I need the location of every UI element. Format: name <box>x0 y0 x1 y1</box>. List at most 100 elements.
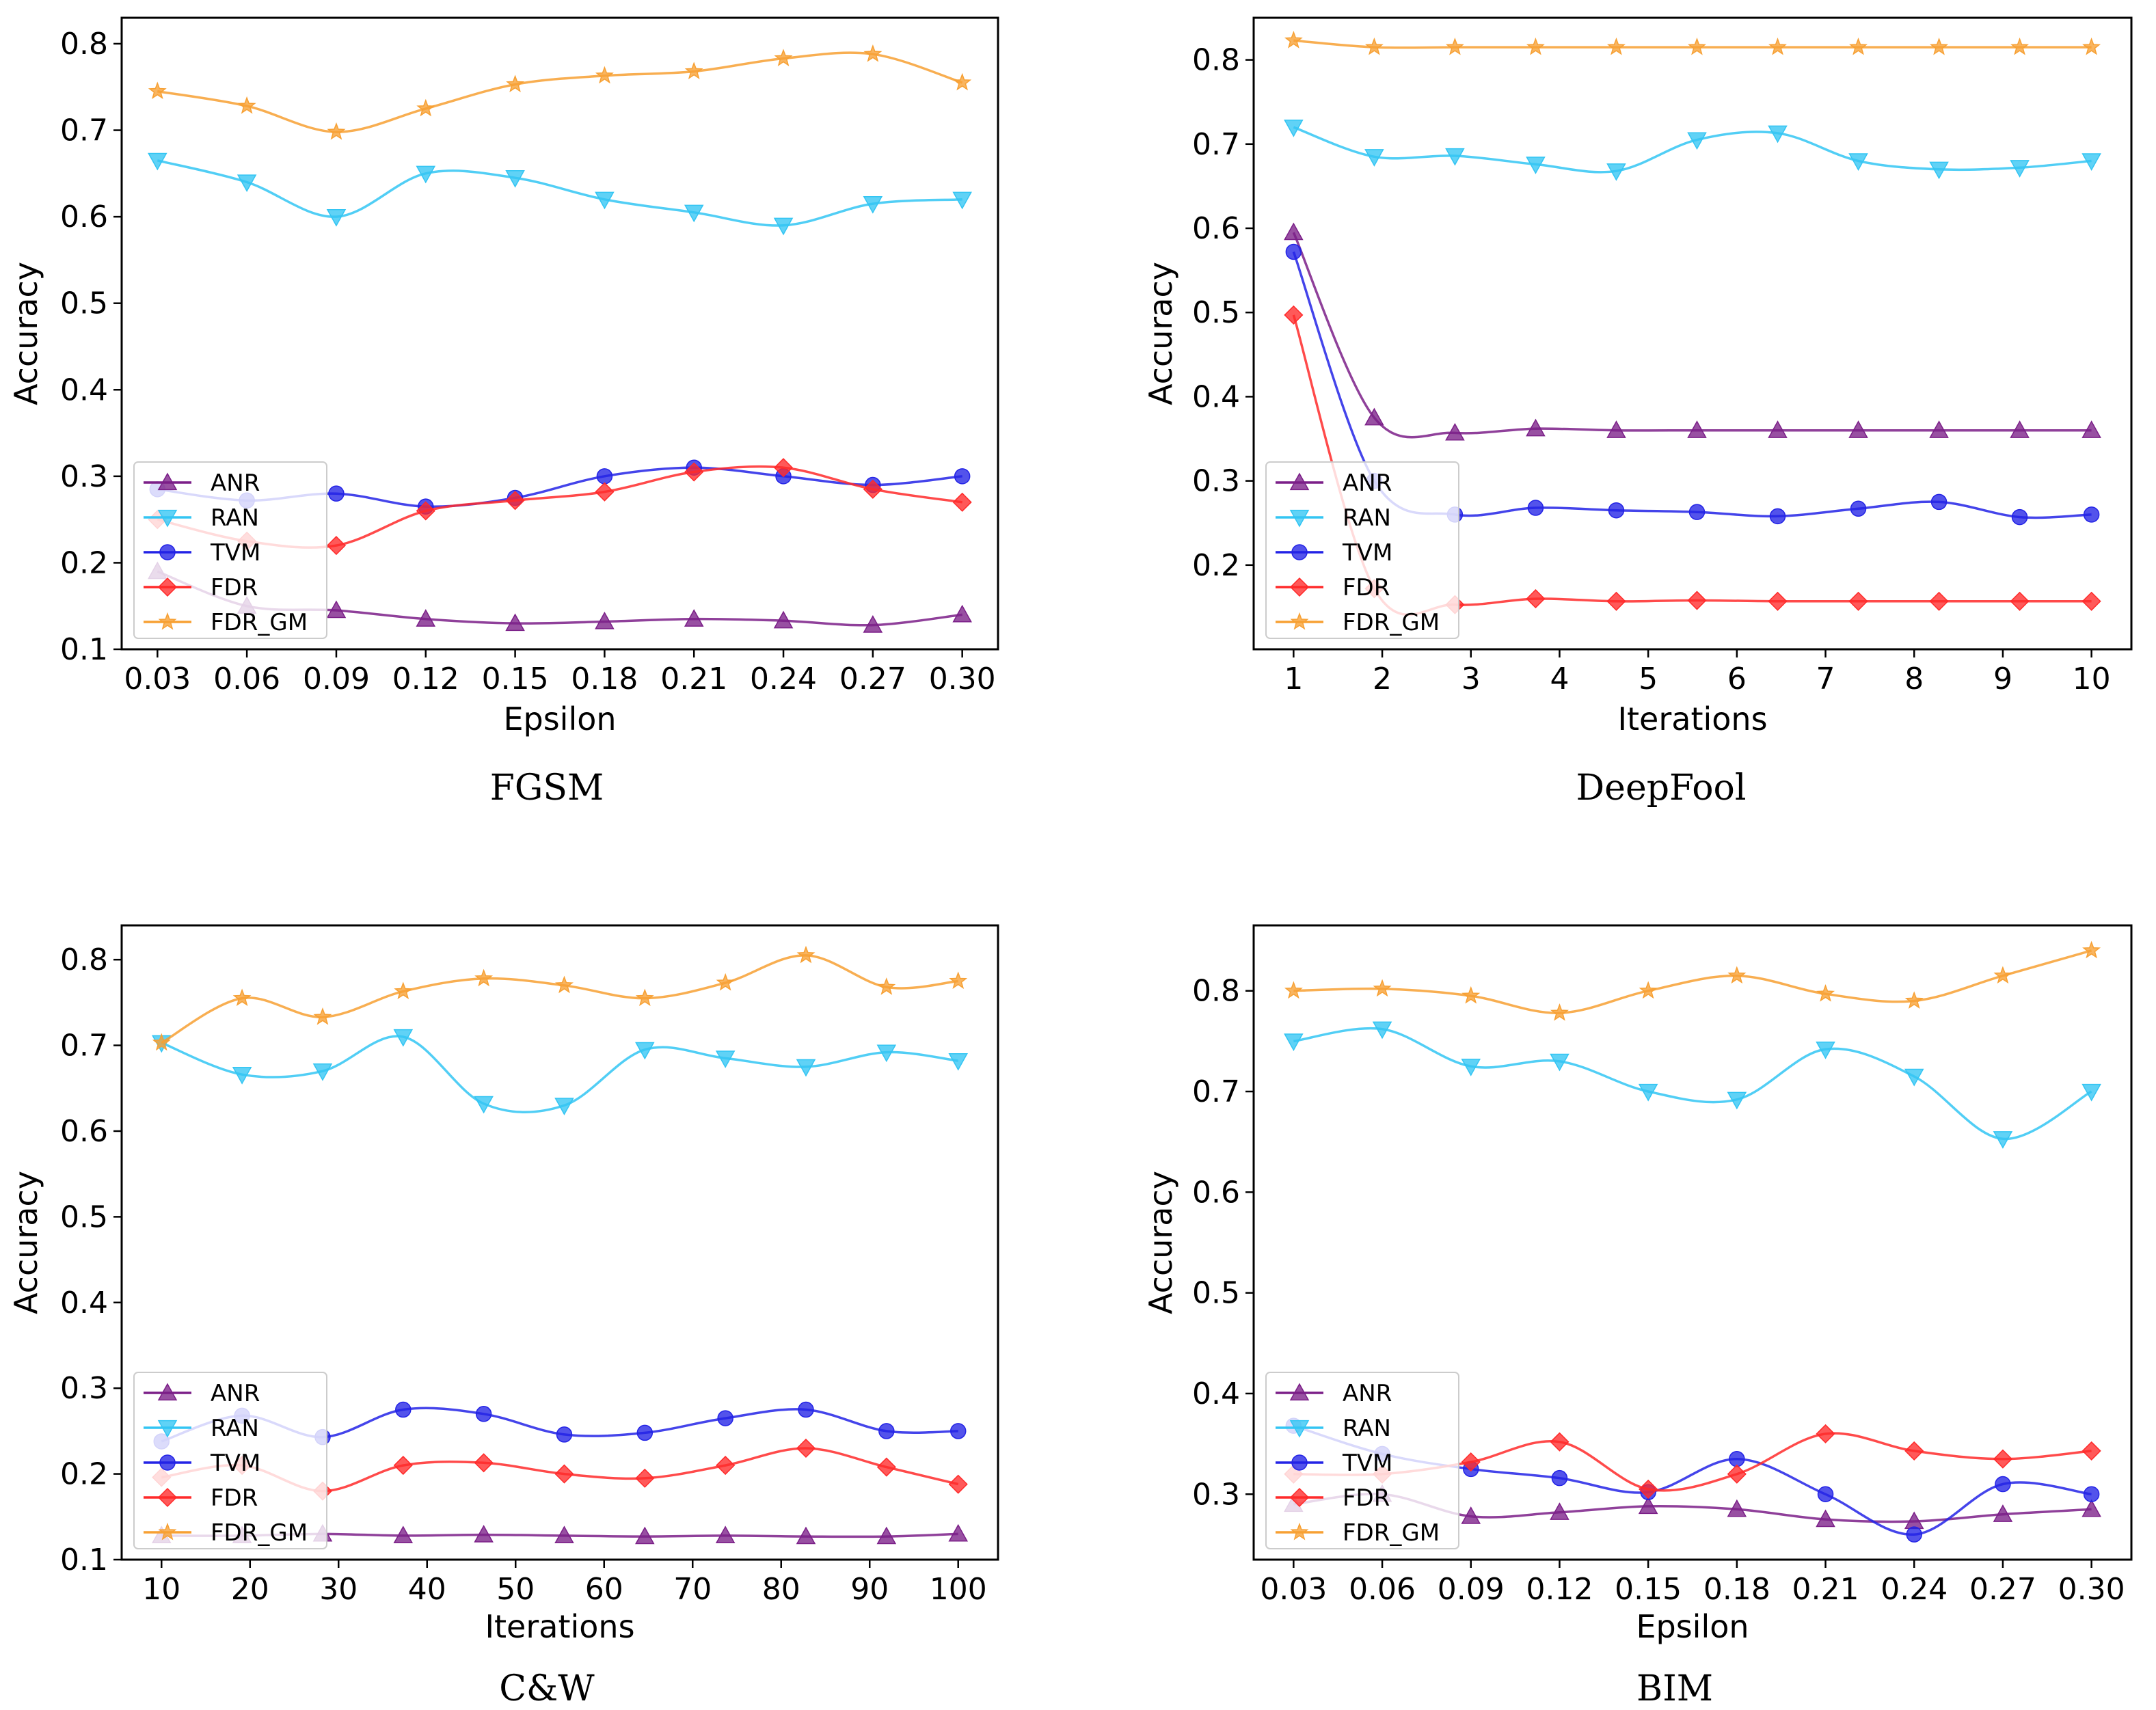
data-point-anr <box>952 604 972 623</box>
data-point-fdr <box>1929 591 1949 611</box>
data-point-ran <box>876 1044 897 1063</box>
data-point-ran <box>1364 149 1384 167</box>
data-point-ran <box>684 204 704 223</box>
data-point-fdr <box>326 536 347 556</box>
data-point-fdr <box>393 1455 413 1476</box>
data-point-fdr_gm <box>774 49 793 66</box>
data-point-fdr <box>635 1468 655 1488</box>
data-point-fdr <box>1639 1479 1658 1499</box>
x-tick-label: 0.03 <box>124 662 191 696</box>
data-point-fdr_gm <box>877 977 896 995</box>
y-tick-label: 0.4 <box>60 1286 108 1320</box>
data-point-fdr_gm <box>1993 966 2012 984</box>
x-tick-label: 0.18 <box>571 662 638 696</box>
x-tick-label: 0.03 <box>1260 1572 1327 1607</box>
data-point-ran <box>1848 153 1868 171</box>
y-tick-label: 0.6 <box>1192 1175 1240 1210</box>
data-point-fdr_gm <box>1688 37 1706 55</box>
data-point-fdr_gm <box>1606 37 1626 55</box>
legend-marker <box>1289 1487 1310 1508</box>
legend-marker <box>157 577 178 597</box>
legend-marker <box>159 544 176 560</box>
data-point-fdr_gm <box>2082 940 2101 959</box>
legend-box <box>133 1372 327 1549</box>
y-axis-label: Accuracy <box>1142 262 1179 405</box>
data-point-anr <box>773 610 794 629</box>
legend-marker <box>157 1487 178 1508</box>
y-tick-label: 0.4 <box>1192 1376 1240 1411</box>
x-tick-label: 0.24 <box>750 662 817 696</box>
legend-label: TVM <box>1342 1450 1392 1477</box>
legend-marker <box>158 612 177 630</box>
data-point-ran <box>237 174 257 193</box>
data-point-anr <box>1768 420 1788 438</box>
data-point-ran <box>326 208 347 227</box>
data-point-ran <box>232 1067 252 1085</box>
data-point-tvm <box>1817 1486 1834 1503</box>
data-point-anr <box>1364 407 1384 426</box>
data-point-tvm <box>2083 1486 2100 1503</box>
data-point-anr <box>1848 420 1868 438</box>
data-point-fdr_gm <box>313 1007 332 1025</box>
data-point-ran <box>393 1029 414 1047</box>
data-point-fdr_gm <box>1768 37 1787 55</box>
data-point-fdr_gm <box>152 1033 171 1051</box>
data-point-fdr <box>595 482 615 502</box>
data-point-fdr_gm <box>1727 966 1747 984</box>
panel-title: DeepFool <box>1576 768 1746 809</box>
x-tick-label: 60 <box>585 1572 623 1607</box>
data-point-fdr_gm <box>1461 986 1481 1004</box>
legend-marker <box>157 1383 178 1401</box>
legend-marker <box>159 1454 176 1471</box>
data-point-tvm <box>1285 243 1302 260</box>
data-point-tvm <box>328 485 345 502</box>
x-tick-label: 5 <box>1639 662 1658 696</box>
data-point-ran <box>1904 1068 1924 1087</box>
y-tick-label: 0.3 <box>1192 1477 1240 1512</box>
x-tick-label: 0.09 <box>1438 1572 1505 1607</box>
x-tick-label: 0.09 <box>303 662 370 696</box>
x-tick-label: 0.15 <box>1615 1572 1682 1607</box>
legend-label: TVM <box>210 1450 260 1477</box>
x-tick-label: 0.12 <box>1526 1572 1593 1607</box>
x-tick-label: 40 <box>408 1572 446 1607</box>
data-point-fdr_gm <box>416 98 435 117</box>
data-point-fdr_gm <box>949 971 968 989</box>
data-point-anr <box>2081 1499 2101 1517</box>
legend-marker <box>1289 509 1310 528</box>
cw-panel: 10 20 30 40 50 60 70 80 90 100 0.1 0.2 0.3 0.4 0.5 0.6 0… <box>8 924 999 1709</box>
data-point-fdr_gm <box>474 968 494 987</box>
deepfool-panel: 1 2 3 4 5 6 7 8 9 10 0.2 0.3 0.4 0.5 0.6 0.7 0.8 ANR RAN TV… <box>1142 16 2133 809</box>
data-point-fdr <box>416 501 435 521</box>
y-tick-label: 0.2 <box>60 1457 108 1492</box>
plot-frame <box>1252 16 2133 651</box>
legend-label: FDR <box>1343 1484 1390 1512</box>
data-point-anr <box>474 1525 494 1543</box>
data-point-fdr <box>1993 1449 2013 1469</box>
data-point-ran <box>1284 120 1304 137</box>
data-point-fdr <box>1526 589 1546 609</box>
legend-label: FDR_GM <box>211 609 308 636</box>
y-tick-label: 0.3 <box>60 459 108 494</box>
data-point-fdr_gm <box>1639 981 1658 999</box>
y-tick-label: 0.5 <box>60 1199 108 1234</box>
x-axis-label: Epsilon <box>1636 1608 1749 1645</box>
legend-marker <box>1291 544 1308 560</box>
data-point-ran <box>863 195 883 214</box>
data-point-fdr_gm <box>1373 979 1392 997</box>
data-point-tvm <box>2083 506 2100 523</box>
data-point-fdr_gm <box>1904 991 1924 1009</box>
legend-label: ANR <box>211 470 260 497</box>
data-point-tvm <box>1930 493 1948 511</box>
x-tick-label: 50 <box>496 1572 535 1607</box>
y-tick-label: 0.3 <box>1192 464 1240 499</box>
legend-marker <box>1289 1383 1310 1401</box>
data-point-ran <box>1929 161 1949 180</box>
data-point-fdr <box>1284 305 1304 325</box>
data-point-tvm <box>717 1410 733 1426</box>
data-point-fdr_gm <box>1930 37 1949 55</box>
data-point-anr <box>2010 420 2030 438</box>
series-line-fdr_gm <box>1293 949 2092 1014</box>
legend-marker <box>157 472 178 491</box>
